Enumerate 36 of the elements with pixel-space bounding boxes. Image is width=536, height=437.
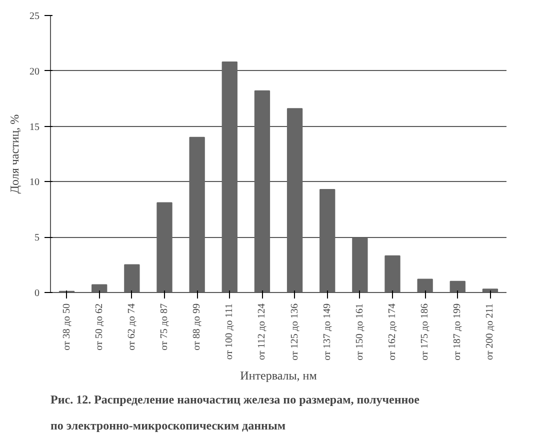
text: Рис. 12. Распределение наночастиц железа по размерам, полученное <box>50 392 420 406</box>
bar <box>320 188 336 292</box>
bar <box>384 255 400 292</box>
y-axis-title: Доля частиц, % <box>8 114 22 194</box>
x-tick-label: от 112 до 124 <box>256 303 268 360</box>
x-tick-label: от 88 до 99 <box>192 304 203 350</box>
bar <box>92 284 108 292</box>
y-tick-label: 15 <box>30 122 40 133</box>
x-tick-label: от 150 до 161 <box>354 304 366 360</box>
y-tick-label: 5 <box>34 232 40 244</box>
bar <box>222 62 238 292</box>
y-tick-label: 0 <box>34 288 40 299</box>
x-tick-label: от 175 до 186 <box>420 304 431 360</box>
x-tick-label: от 162 до 174 <box>387 304 398 360</box>
bar <box>286 108 303 292</box>
bar <box>450 280 466 292</box>
y-tick-label: 25 <box>30 11 40 22</box>
x-tick-label: от 100 до 111 <box>224 303 236 360</box>
x-tick-label: от 125 до 136 <box>289 304 300 360</box>
text: по электронно-микроскопическим данным <box>50 418 286 432</box>
x-tick-label: от 62 до 74 <box>126 304 138 350</box>
bar <box>417 278 433 292</box>
x-tick-label: от 187 до 199 <box>452 304 464 360</box>
bar <box>352 238 368 292</box>
bar <box>254 90 270 292</box>
bar <box>189 136 205 292</box>
bar <box>156 202 172 292</box>
x-axis-title: Интервалы, нм <box>240 368 318 382</box>
y-tick-label: 20 <box>30 66 40 78</box>
y-tick-label: 10 <box>30 177 40 188</box>
x-tick-label: от 50 до 62 <box>94 304 105 350</box>
x-tick-label: от 200 до 211 <box>484 303 496 360</box>
x-tick-label: от 137 до 149 <box>322 304 333 360</box>
bar <box>124 264 140 292</box>
x-tick-label: от 75 до 87 <box>159 304 170 350</box>
x-tick-label: от 38 до 50 <box>61 304 72 350</box>
